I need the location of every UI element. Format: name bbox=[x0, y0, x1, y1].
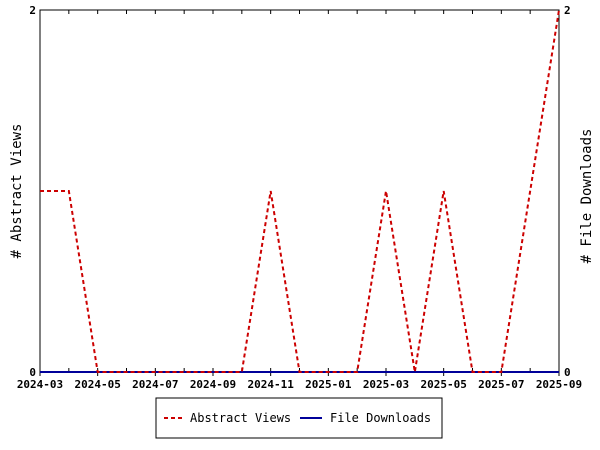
x-tick-label: 2024-05 bbox=[74, 378, 120, 391]
y-tick-label-left: 0 bbox=[29, 366, 36, 379]
x-tick-label: 2025-01 bbox=[305, 378, 352, 391]
y-tick-labels-left: 02 bbox=[29, 4, 36, 379]
legend: Abstract Views File Downloads bbox=[155, 397, 443, 439]
legend-label-abstract-views: Abstract Views bbox=[190, 411, 291, 425]
x-tick-label: 2025-09 bbox=[536, 378, 582, 391]
y-axis-label-left: # Abstract Views bbox=[9, 124, 25, 259]
x-tick-label: 2025-05 bbox=[420, 378, 466, 391]
x-tick-label: 2025-03 bbox=[363, 378, 409, 391]
y-tick-label-left: 2 bbox=[29, 4, 36, 17]
plot-area bbox=[39, 9, 560, 373]
x-tick-label: 2024-09 bbox=[190, 378, 236, 391]
x-tick-label: 2024-11 bbox=[247, 378, 294, 391]
x-tick-label: 2024-03 bbox=[17, 378, 63, 391]
y-tick-labels-right: 02 bbox=[564, 4, 571, 379]
legend-box bbox=[155, 397, 443, 439]
x-tick-label: 2025-07 bbox=[478, 378, 524, 391]
y-tick-label-right: 2 bbox=[564, 4, 571, 17]
series-line-abstract-views bbox=[40, 9, 560, 373]
x-tick-labels: 2024-03 2024-05 2024-07 2024-09 2024-11 2025-… bbox=[17, 372, 582, 391]
y-tick-label-right: 0 bbox=[564, 366, 571, 379]
series-lines bbox=[40, 9, 560, 373]
y-axis-label-right: # File Downloads bbox=[579, 129, 595, 264]
x-tick-label: 2024-07 bbox=[132, 378, 178, 391]
legend-label-file-downloads: File Downloads bbox=[330, 411, 431, 425]
